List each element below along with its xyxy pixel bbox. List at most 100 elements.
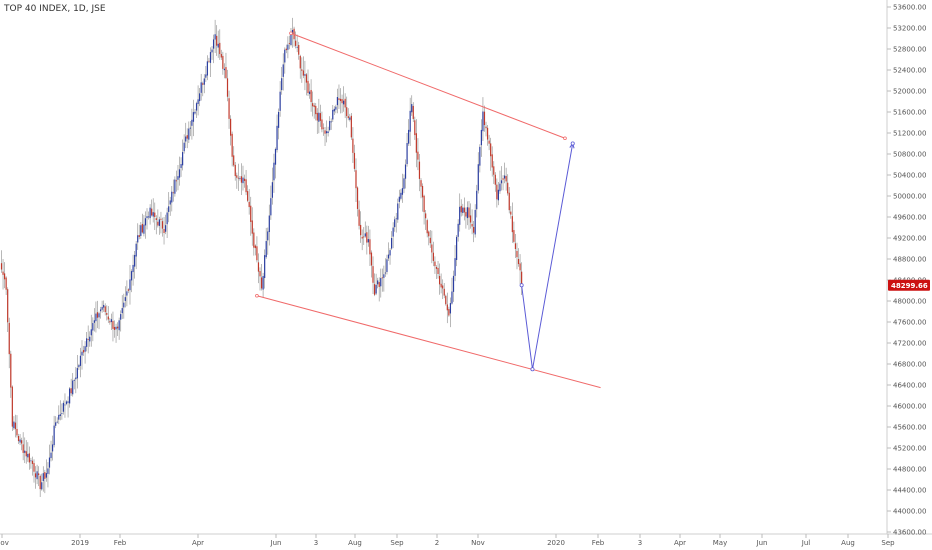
candle-body — [353, 152, 356, 169]
channel-lower-line[interactable] — [256, 295, 601, 389]
drawings — [255, 31, 601, 389]
candle-body — [491, 154, 493, 168]
candle-body — [141, 223, 143, 233]
candle-body — [239, 178, 241, 179]
channel-upper-line[interactable] — [290, 32, 566, 139]
candle-body — [45, 473, 47, 478]
candle-body — [496, 184, 498, 200]
candle-body — [86, 338, 88, 347]
candle-body — [151, 208, 153, 216]
candle-body — [99, 309, 102, 312]
candle-body — [42, 473, 44, 482]
x-tick-label: 2019 — [71, 539, 89, 547]
candle-body — [135, 243, 137, 257]
candle-body — [143, 224, 145, 234]
candle-body — [276, 125, 278, 151]
projection-path[interactable] — [521, 143, 574, 370]
candle-body — [62, 402, 65, 412]
candle-body — [322, 127, 325, 129]
candle-body — [14, 422, 17, 430]
candle-body — [129, 279, 131, 291]
candle-body — [177, 176, 179, 180]
candle-body — [56, 421, 58, 423]
candle-body — [316, 112, 318, 121]
candle-body — [2, 271, 4, 275]
x-tick-label: May — [713, 539, 727, 547]
candle-body — [442, 285, 444, 289]
projection-point[interactable] — [570, 141, 575, 146]
candle-body — [364, 233, 366, 237]
candle-body — [106, 313, 108, 315]
candle-body — [352, 138, 354, 153]
candle-body — [370, 252, 373, 266]
candle-body — [288, 42, 291, 44]
candle-body — [27, 453, 29, 458]
candle-body — [274, 148, 277, 165]
candle-body — [5, 277, 7, 290]
candle-body — [211, 49, 213, 53]
candle-body — [497, 189, 500, 201]
candle-body — [178, 169, 181, 178]
candle-body — [392, 227, 394, 237]
y-tick-label: 44400.00 — [893, 487, 926, 495]
x-tick-label: 3 — [638, 539, 642, 547]
candle-body — [488, 140, 490, 144]
candle-body — [242, 177, 244, 184]
candle-body — [343, 100, 345, 105]
candle-body — [476, 190, 478, 210]
y-axis: 53600.00 53200.00 52800.00 52400.00 52000.00… — [887, 4, 926, 537]
candle-body — [134, 254, 136, 267]
candle-body — [243, 178, 246, 181]
candle-body — [277, 111, 280, 128]
candle-body — [189, 127, 191, 129]
candle-body — [203, 78, 205, 85]
candle-body — [398, 196, 400, 202]
candle-body — [459, 206, 461, 225]
candle-body — [431, 244, 433, 253]
candle-body — [360, 224, 362, 236]
candle-body — [254, 245, 256, 249]
candle-body — [155, 218, 157, 220]
candle-body — [415, 133, 417, 153]
candle-body — [456, 236, 458, 260]
channel-anchor-point[interactable] — [563, 136, 567, 141]
candle-body — [338, 98, 340, 100]
candle-body — [169, 200, 171, 205]
candle-body — [408, 129, 410, 144]
candle-body — [282, 64, 284, 77]
candle-body — [191, 119, 193, 126]
candle-body — [262, 275, 264, 290]
candle-body — [507, 182, 509, 194]
candle-body — [82, 350, 85, 353]
candle-body — [452, 275, 455, 292]
channel-anchor-point[interactable] — [289, 31, 293, 36]
candle-body — [438, 275, 441, 285]
candle-body — [417, 151, 419, 160]
candle-body — [16, 428, 18, 436]
candle-body — [245, 179, 247, 193]
x-tick-label: Jun — [756, 539, 768, 547]
candle-body — [260, 277, 263, 289]
candle-body — [188, 128, 190, 140]
projection-point[interactable] — [519, 283, 524, 288]
projection-point[interactable] — [530, 367, 535, 372]
candle-body — [200, 82, 202, 93]
candle-body — [346, 107, 348, 117]
channel-anchor-point[interactable] — [255, 293, 259, 298]
candle-body — [435, 267, 438, 269]
candle-body — [89, 336, 91, 342]
y-tick-label: 53600.00 — [893, 4, 926, 12]
candle-body — [8, 322, 10, 355]
candle-body — [445, 295, 447, 305]
candle-body — [454, 258, 456, 276]
candle-body — [463, 207, 465, 213]
candle-body — [233, 155, 235, 166]
candle-body — [443, 288, 445, 296]
y-tick-label: 49200.00 — [893, 235, 926, 243]
candle-body — [115, 326, 117, 330]
candle-body — [375, 284, 377, 294]
candle-body — [70, 388, 72, 394]
candle-body — [228, 98, 230, 119]
y-tick-label: 45600.00 — [893, 424, 926, 432]
